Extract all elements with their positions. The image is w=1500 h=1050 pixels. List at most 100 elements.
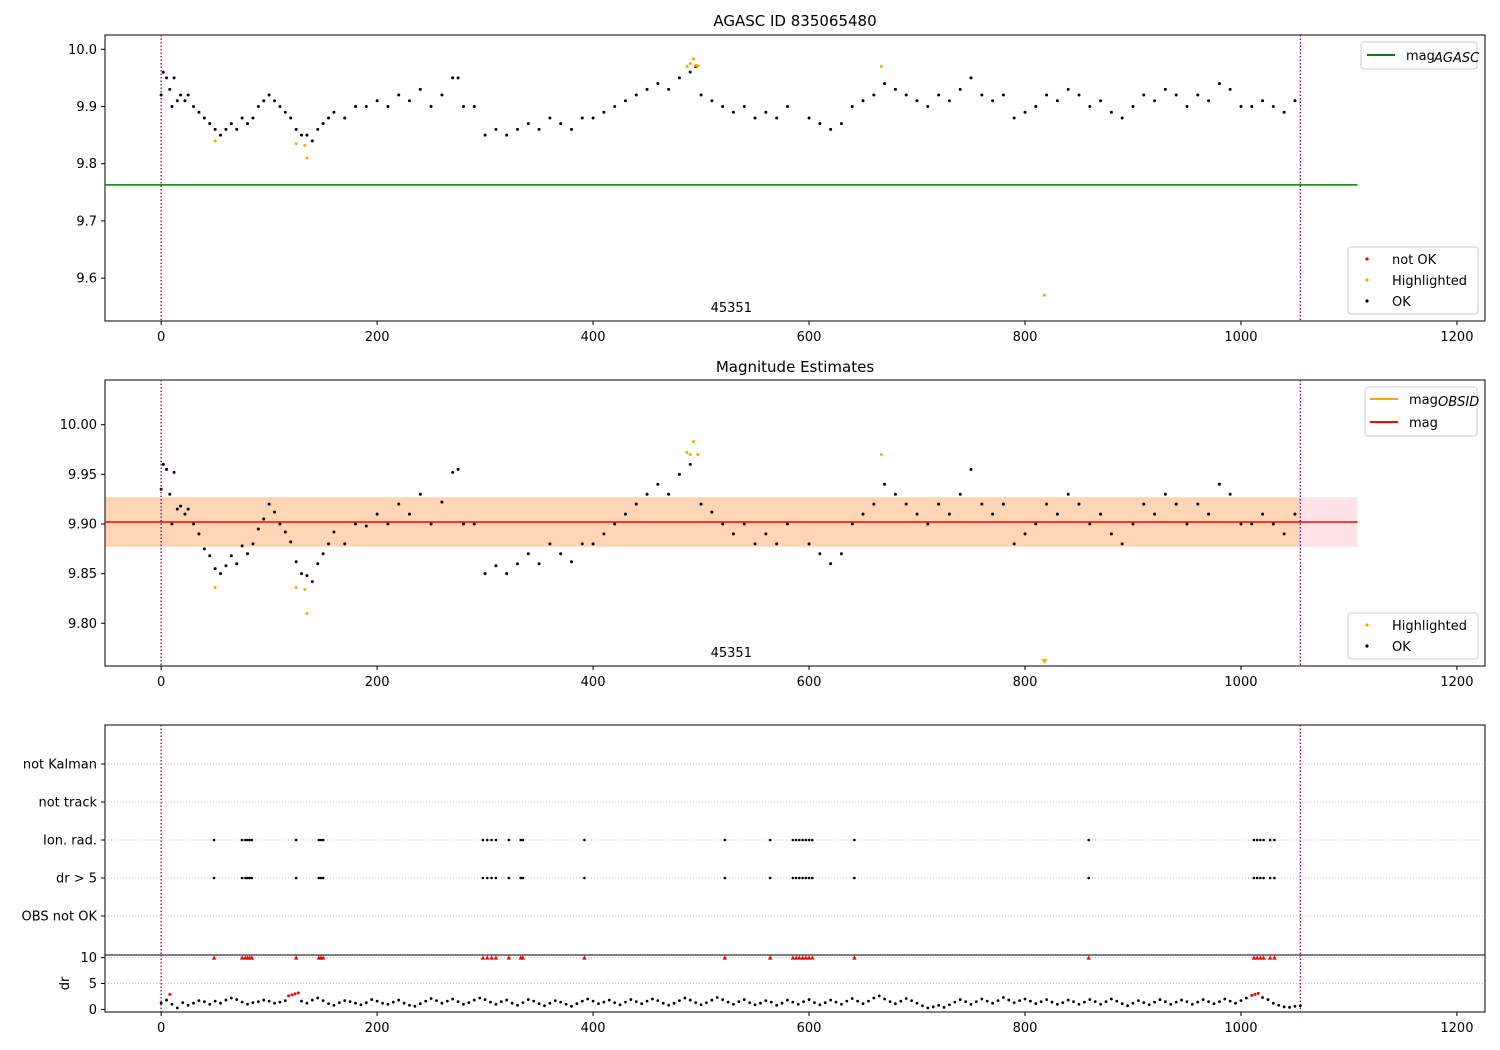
ok-point bbox=[1174, 1000, 1178, 1004]
ok-point bbox=[1066, 87, 1070, 91]
ok-point bbox=[294, 127, 298, 131]
flag-point bbox=[248, 838, 251, 842]
flag-point bbox=[794, 838, 798, 842]
ok-point bbox=[483, 133, 487, 137]
ok-point bbox=[386, 1002, 390, 1006]
ok-point bbox=[667, 492, 671, 496]
flag-point bbox=[807, 838, 811, 842]
ok-point bbox=[813, 1001, 816, 1005]
ok-point bbox=[251, 542, 255, 546]
ok-point bbox=[1185, 522, 1189, 526]
clipped-dr-marker bbox=[852, 955, 857, 960]
ok-point bbox=[526, 552, 530, 556]
ok-point bbox=[305, 574, 309, 578]
ok-point bbox=[1228, 999, 1232, 1003]
ok-point bbox=[391, 1000, 395, 1004]
highlighted-point bbox=[305, 156, 309, 160]
ok-point bbox=[172, 470, 176, 474]
ok-point bbox=[1158, 998, 1162, 1001]
x-tick-label: 200 bbox=[365, 330, 390, 345]
ok-point bbox=[354, 522, 358, 526]
ok-point bbox=[818, 552, 822, 556]
flag-point bbox=[1087, 876, 1091, 880]
legend-marker bbox=[1365, 299, 1369, 303]
ok-point bbox=[1126, 1004, 1129, 1008]
highlighted-point bbox=[691, 57, 695, 61]
flag-point bbox=[804, 876, 808, 880]
ok-point bbox=[402, 1001, 406, 1005]
ok-point bbox=[1228, 87, 1232, 91]
ok-point bbox=[451, 76, 455, 80]
flag-point bbox=[1087, 838, 1091, 842]
ok-point bbox=[894, 1002, 897, 1006]
ok-point bbox=[172, 76, 176, 80]
ok-point bbox=[850, 997, 854, 1000]
ok-point bbox=[888, 1000, 892, 1004]
ok-point bbox=[532, 999, 536, 1003]
ok-point bbox=[537, 127, 541, 131]
x-tick-label: 0 bbox=[157, 330, 165, 345]
ok-point bbox=[516, 1003, 519, 1007]
ok-point bbox=[461, 105, 465, 108]
ok-point bbox=[175, 1006, 179, 1010]
flag-point bbox=[294, 838, 298, 842]
x-tick-label: 600 bbox=[797, 675, 822, 690]
flag-point bbox=[481, 876, 485, 880]
ok-point bbox=[418, 1002, 422, 1006]
highlighted-point bbox=[696, 452, 700, 456]
ok-point bbox=[499, 1000, 503, 1004]
x-tick-label: 1200 bbox=[1440, 675, 1473, 690]
clipped-dr-marker bbox=[582, 955, 587, 960]
ok-point bbox=[445, 999, 449, 1003]
ok-point bbox=[839, 122, 843, 126]
clipped-dr-marker bbox=[800, 955, 805, 960]
ok-point bbox=[235, 562, 239, 566]
highlighted-point bbox=[688, 452, 692, 456]
flag-point bbox=[853, 876, 856, 880]
ok-point bbox=[1153, 512, 1157, 516]
ok-point bbox=[651, 997, 654, 1001]
ok-point bbox=[904, 502, 908, 506]
ok-point bbox=[591, 999, 595, 1003]
ok-point bbox=[1028, 999, 1032, 1003]
flag-point bbox=[248, 876, 251, 880]
ok-point bbox=[240, 1000, 244, 1004]
ok-point bbox=[1271, 522, 1275, 526]
ok-point bbox=[1169, 1002, 1173, 1006]
ok-point bbox=[829, 562, 833, 566]
ok-point bbox=[165, 76, 169, 80]
flag-point bbox=[294, 876, 298, 880]
flag-point bbox=[1273, 876, 1276, 880]
clipped-dr-marker bbox=[249, 955, 255, 960]
ok-point bbox=[661, 1001, 665, 1005]
ok-point bbox=[321, 552, 325, 556]
ok-point bbox=[1007, 998, 1011, 1002]
x-tick-label: 400 bbox=[581, 675, 606, 690]
ok-point bbox=[1099, 99, 1103, 103]
ok-point bbox=[321, 122, 325, 126]
ok-point bbox=[688, 70, 692, 74]
ok-point bbox=[316, 127, 320, 131]
ok-point bbox=[1261, 99, 1265, 103]
ok-point bbox=[602, 532, 606, 536]
ok-point bbox=[969, 1002, 973, 1006]
ok-point bbox=[742, 522, 746, 526]
flag-point bbox=[521, 838, 525, 842]
plot-frame bbox=[104, 379, 1486, 667]
ok-point bbox=[1293, 512, 1297, 516]
ok-point bbox=[375, 99, 379, 103]
ok-point bbox=[775, 116, 779, 120]
ok-point bbox=[613, 1001, 617, 1005]
ok-point bbox=[1190, 1002, 1194, 1006]
ok-point bbox=[715, 996, 719, 999]
ok-point bbox=[613, 105, 617, 108]
ok-point bbox=[159, 1001, 163, 1005]
flag-point bbox=[321, 838, 325, 842]
ok-point bbox=[267, 502, 271, 506]
chart-title: AGASC ID 835065480 bbox=[713, 12, 876, 30]
ok-point bbox=[856, 999, 860, 1003]
x-tick-label: 600 bbox=[797, 330, 822, 345]
ok-point bbox=[926, 522, 930, 526]
x-tick-label: 200 bbox=[365, 1021, 390, 1036]
ok-point bbox=[705, 1001, 708, 1005]
